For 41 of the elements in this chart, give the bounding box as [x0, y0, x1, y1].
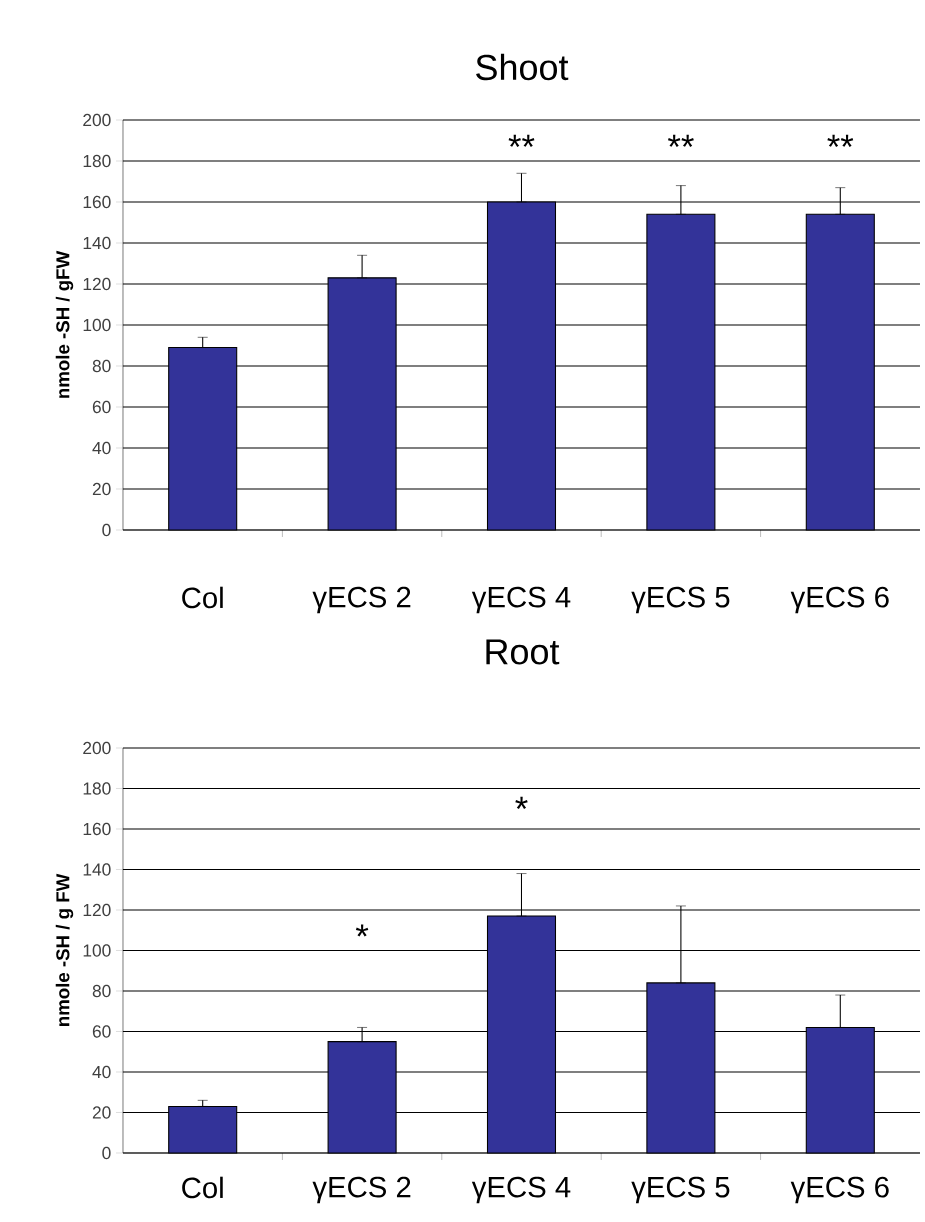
- annotation: *: [355, 924, 369, 937]
- y-tick-label: 100: [83, 944, 111, 957]
- x-tick-label: Col: [182, 586, 223, 609]
- annotation: **: [667, 134, 694, 147]
- y-tick-label: 100: [83, 318, 111, 332]
- x-tick-label: γECS 4: [471, 1176, 571, 1204]
- y-tick-label: 200: [83, 741, 111, 755]
- y-tick-label: 40: [92, 441, 111, 455]
- y-axis-title: nmole -SH / g FW: [55, 873, 74, 1026]
- y-tick-label: 160: [83, 822, 111, 836]
- y-tick-label: 140: [83, 863, 111, 876]
- y-tick-label: 120: [83, 277, 111, 291]
- chart-title: Root: [486, 639, 560, 665]
- y-tick-label: 20: [92, 1106, 111, 1119]
- x-tick-label: γECS 4: [471, 586, 571, 614]
- x-tick-label: Col: [182, 1176, 223, 1199]
- y-tick-label: 180: [83, 782, 111, 795]
- y-tick-label: 20: [92, 482, 111, 496]
- annotation: *: [515, 796, 528, 809]
- x-tick-label: γECS 5: [631, 586, 730, 614]
- x-tick-label: γECS 5: [631, 1176, 730, 1204]
- chart-title: Shoot: [476, 53, 569, 81]
- y-tick-label: 80: [92, 359, 111, 373]
- x-tick-label: γECS 6: [790, 586, 889, 614]
- annotation: **: [827, 134, 854, 147]
- y-tick-label: 0: [102, 1146, 111, 1160]
- y-tick-label: 180: [83, 154, 111, 168]
- y-tick-label: 140: [83, 236, 111, 250]
- y-axis-title: nmole -SH / gFW: [55, 250, 74, 398]
- x-tick-label: γECS 2: [312, 1176, 411, 1204]
- y-tick-label: 60: [92, 400, 111, 414]
- annotation: **: [508, 134, 535, 147]
- y-tick-label: 60: [92, 1025, 111, 1038]
- y-tick-label: 160: [83, 195, 111, 209]
- x-tick-label: γECS 6: [790, 1176, 889, 1204]
- y-tick-label: 200: [83, 113, 111, 127]
- y-tick-label: 80: [92, 984, 111, 998]
- x-tick-label: γECS 2: [312, 586, 411, 614]
- y-tick-label: 40: [92, 1065, 111, 1079]
- y-tick-label: 120: [83, 903, 111, 917]
- y-tick-label: 0: [102, 523, 111, 537]
